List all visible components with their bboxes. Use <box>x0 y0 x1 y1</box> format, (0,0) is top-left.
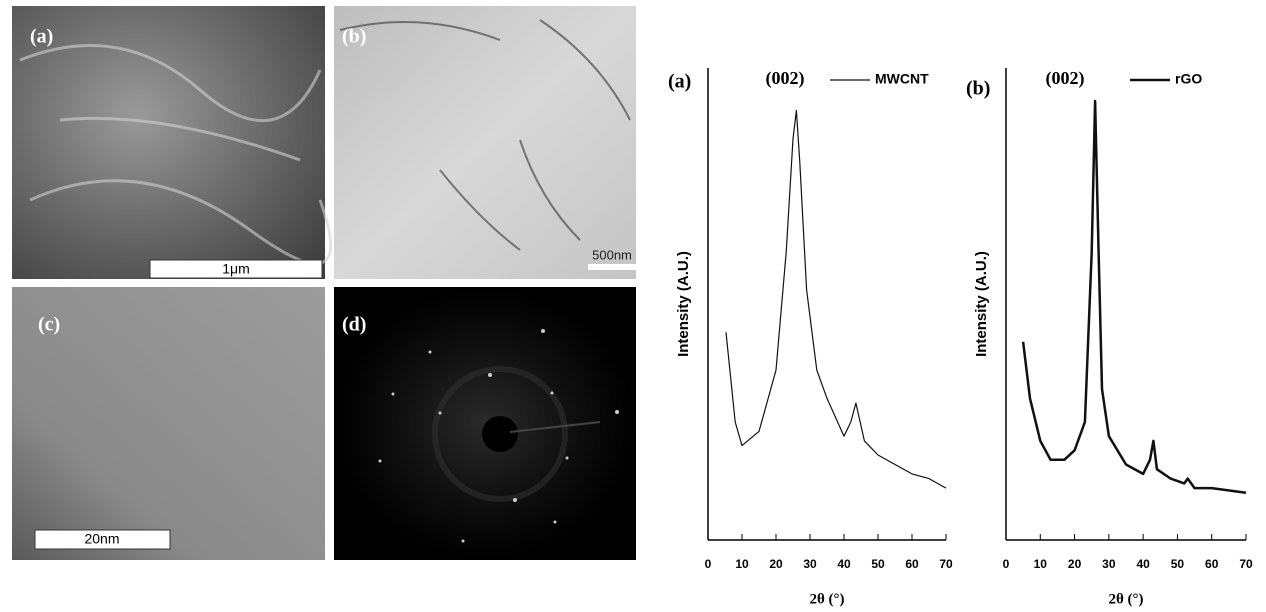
x-tick-label: 0 <box>705 557 712 571</box>
y-axis-label: Intensity (A.U.) <box>675 251 692 357</box>
x-axis-label: 2θ (°) <box>1108 591 1143 607</box>
x-tick-label: 20 <box>1068 557 1082 571</box>
x-tick-label: 0 <box>1003 557 1010 571</box>
data-line <box>725 109 947 489</box>
image-label: (d) <box>342 314 366 336</box>
x-tick-label: 50 <box>871 557 885 571</box>
image-b <box>334 6 636 279</box>
image-d <box>334 287 636 560</box>
image-label: (c) <box>38 314 60 336</box>
image-c <box>12 287 325 560</box>
scale-bar-label: 1μm <box>222 261 250 277</box>
x-tick-label: 20 <box>769 557 783 571</box>
x-tick-label: 40 <box>1136 557 1150 571</box>
legend-label: rGO <box>1175 71 1202 87</box>
image-label: (b) <box>342 26 366 48</box>
x-tick-label: 30 <box>1102 557 1116 571</box>
x-tick-label: 30 <box>803 557 817 571</box>
x-tick-label: 60 <box>905 557 919 571</box>
x-tick-label: 70 <box>939 557 953 571</box>
scale-bar-label: 20nm <box>84 531 119 547</box>
x-axis-label: 2θ (°) <box>809 591 844 607</box>
panel-label: (b) <box>966 78 990 100</box>
x-tick-label: 50 <box>1171 557 1185 571</box>
x-tick-label: 60 <box>1205 557 1219 571</box>
x-tick-label: 10 <box>735 557 749 571</box>
legend-label: MWCNT <box>875 71 929 87</box>
image-a <box>12 6 333 279</box>
panel-label: (a) <box>668 71 691 93</box>
x-tick-label: 10 <box>1034 557 1048 571</box>
x-tick-label: 70 <box>1239 557 1253 571</box>
y-axis-label: Intensity (A.U.) <box>973 251 990 357</box>
data-line <box>1021 99 1247 495</box>
image-label: (a) <box>30 26 53 48</box>
x-tick-label: 40 <box>837 557 851 571</box>
scale-bar-label: 500nm <box>592 247 632 262</box>
annotation: (002) <box>766 68 805 89</box>
annotation: (002) <box>1046 68 1085 89</box>
